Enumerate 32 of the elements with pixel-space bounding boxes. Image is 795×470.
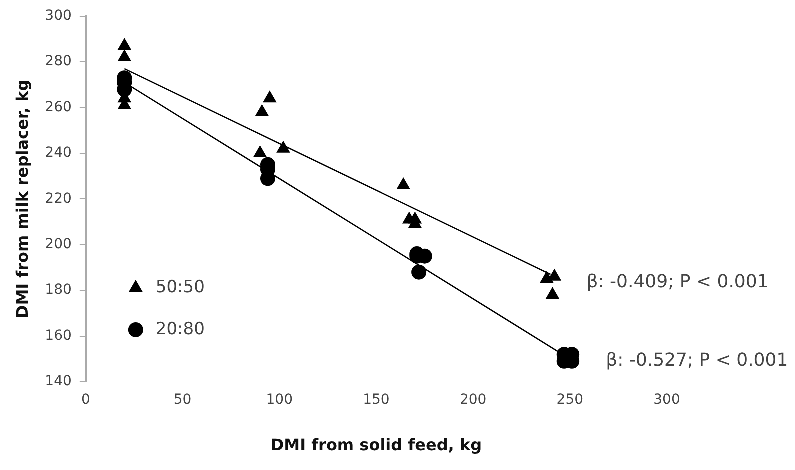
point [412, 264, 427, 280]
point [546, 288, 560, 300]
annotation: β: -0.527; P < 0.001 [606, 350, 788, 371]
y-tick-label: 220 [45, 190, 72, 207]
x-tick-label: 200 [460, 392, 487, 408]
x-tick-label: 0 [81, 392, 90, 408]
annotation: β: -0.409; P < 0.001 [586, 271, 769, 292]
legend-label: 50:50 [156, 277, 205, 298]
x-tick-label: 150 [363, 392, 390, 408]
point [118, 50, 132, 62]
legend-label: 20:80 [156, 319, 205, 340]
y-tick-label: 240 [45, 145, 72, 162]
point [397, 178, 410, 190]
point [263, 91, 276, 103]
y-tick-label: 180 [45, 282, 72, 298]
x-tick-label: 100 [266, 392, 293, 408]
y-tick-label: 260 [45, 99, 72, 116]
y-tick-label: 280 [45, 54, 72, 70]
point [548, 269, 562, 281]
x-tick-label: 50 [174, 392, 192, 408]
x-axis-title: DMI from solid feed, kg [270, 436, 482, 455]
point [118, 38, 132, 50]
y-tick-label: 160 [45, 328, 72, 344]
y-tick-label: 200 [45, 236, 72, 253]
y-axis-title: DMI from milk replacer, kg [12, 80, 32, 319]
point [256, 104, 269, 116]
x-tick-label: 250 [556, 392, 584, 408]
point [276, 141, 290, 153]
x-tick-label: 300 [654, 392, 680, 408]
point [254, 146, 267, 158]
y-tick-label: 300 [45, 8, 72, 24]
y-tick-label: 140 [45, 374, 72, 390]
